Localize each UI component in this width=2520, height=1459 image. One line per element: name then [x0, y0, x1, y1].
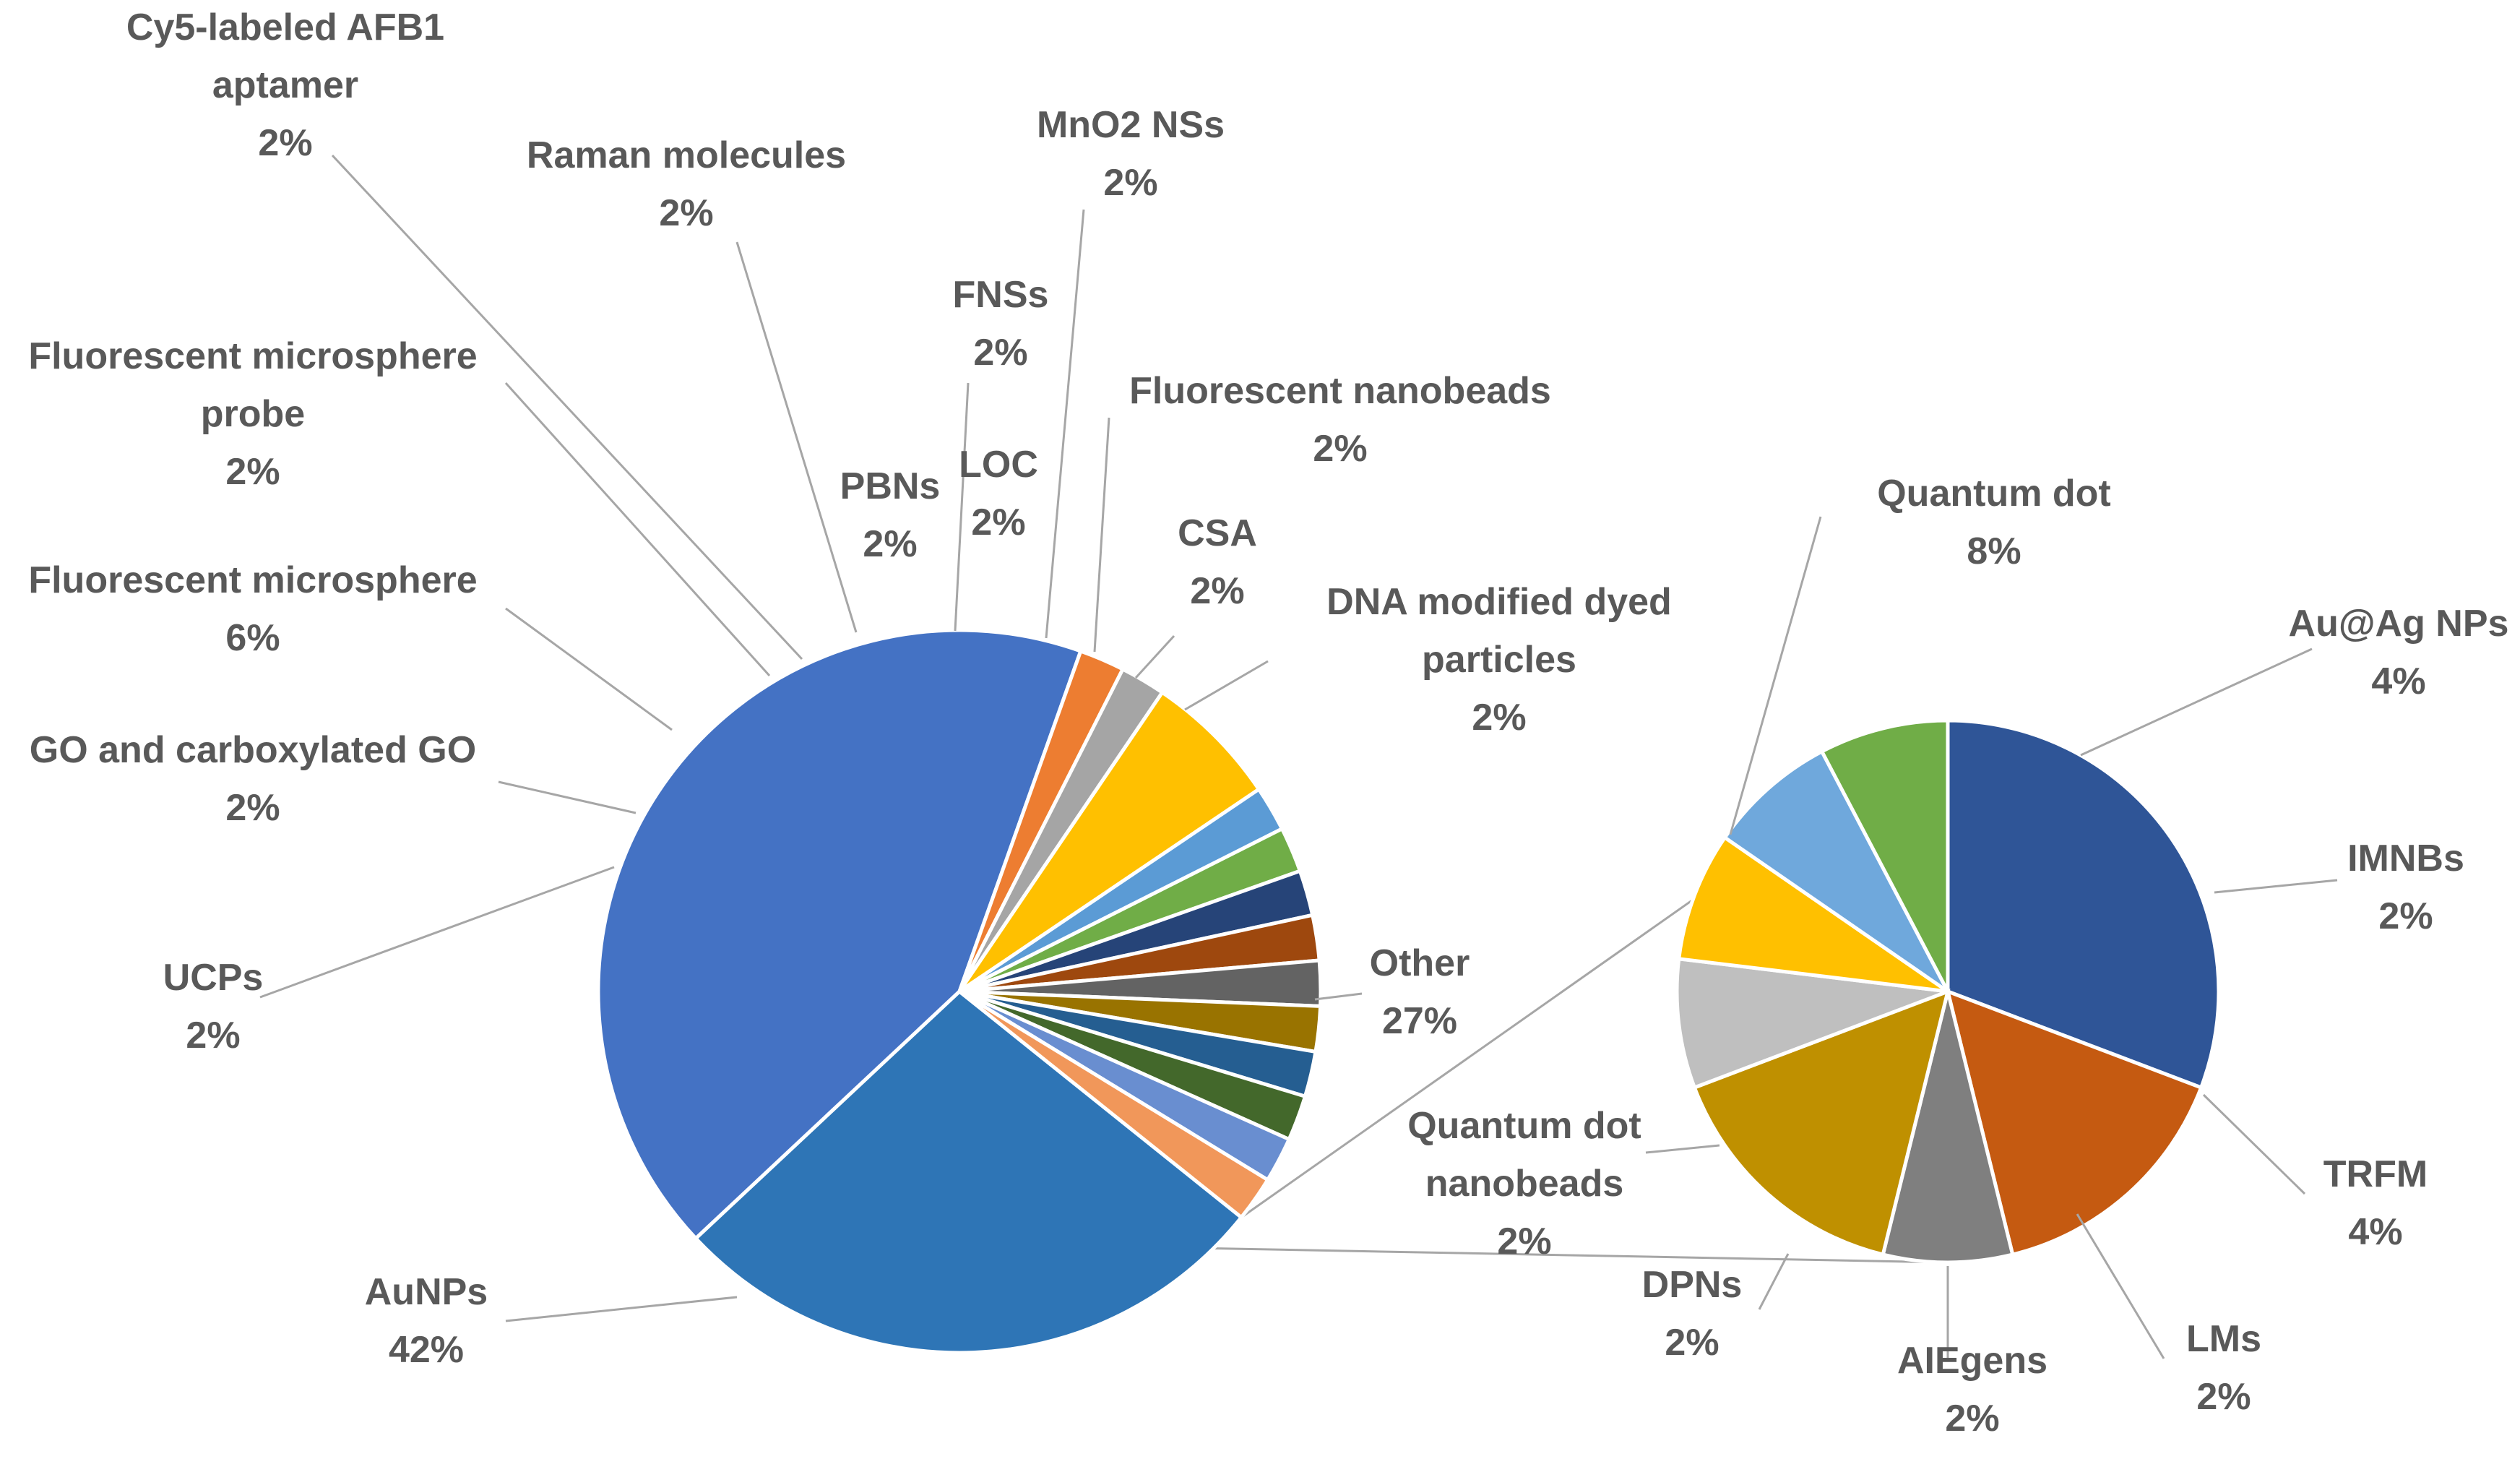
main-leader-fluorescent-nanobeads: [1093, 417, 1110, 653]
main-label-fluorescent-microsphere-probe: Fluorescent microsphere probe 2%: [28, 335, 477, 493]
secondary-leader-au-ag-nps: [2080, 647, 2313, 757]
secondary-leader-trfm: [2202, 1093, 2306, 1195]
secondary-slice-imnbs: [1881, 991, 2015, 1265]
main-label-dna-modified-dyed-particles: DNA modified dyed particles 2%: [1326, 581, 1672, 739]
secondary-label-lms: LMs 2%: [2186, 1318, 2261, 1418]
main-leader-fluorescent-microsphere-probe: [504, 382, 771, 677]
main-leader-mno2-nss: [1045, 209, 1085, 639]
secondary-leader-quantum-dot: [1729, 516, 1822, 835]
main-leader-cy5-labeled-afb1-aptamer: [331, 154, 803, 660]
secondary-label-au-ag-nps: Au@Ag NPs 4%: [2289, 603, 2509, 702]
main-leader-go-and-carboxylated-go: [498, 780, 637, 814]
main-leader-fluorescent-microsphere: [505, 607, 673, 731]
main-label-other: Other 27%: [1370, 942, 1470, 1042]
secondary-pie: [1675, 718, 2221, 1265]
main-leader-csa: [1134, 634, 1175, 679]
main-label-pbns: PBNs 2%: [840, 465, 941, 565]
secondary-leader-quantum-dot-nanobeads: [1645, 1144, 1720, 1154]
main-slice-dna-modified-dyed-particles: [958, 989, 1271, 1221]
secondary-slice-dpns: [1722, 749, 1950, 994]
secondary-label-quantum-dot: Quantum dot 8%: [1877, 473, 2111, 572]
secondary-slice-aiegens: [1676, 835, 1949, 994]
secondary-label-aiegens: AIEgens 2%: [1897, 1340, 2048, 1439]
secondary-slice-quantum-dot: [1946, 718, 2221, 1090]
main-label-go-and-carboxylated-go: GO and carboxylated GO 2%: [30, 729, 476, 829]
secondary-leader-imnbs: [2214, 879, 2338, 894]
data-labels: AuNPs 42% UCPs 2% GO and carboxylated GO 2% Fl…: [28, 7, 2508, 1439]
main-label-mno2-nss: MnO2 NSs 2%: [1037, 104, 1225, 204]
main-label-aunps: AuNPs 42%: [365, 1271, 488, 1371]
main-leader-aunps: [505, 1296, 738, 1322]
secondary-leader-dpns: [1758, 1253, 1790, 1310]
main-slice-fluorescent-microsphere: [957, 689, 1261, 994]
main-leader-ucps: [259, 866, 615, 999]
secondary-label-imnbs: IMNBs 2%: [2347, 838, 2464, 937]
main-label-ucps: UCPs 2%: [163, 957, 264, 1056]
secondary-slice-lms: [1675, 957, 1949, 1090]
main-pie: [596, 628, 1323, 1355]
main-label-csa: CSA 2%: [1178, 512, 1257, 612]
main-label-cy5-labeled-afb1-aptamer: Cy5-labeled AFB1 aptamer 2%: [126, 7, 444, 164]
leader-lines: [259, 154, 2338, 1359]
secondary-leader-lms: [2076, 1213, 2165, 1359]
secondary-label-quantum-dot-nanobeads: Quantum dot nanobeads 2%: [1407, 1105, 1641, 1262]
main-label-fluorescent-nanobeads: Fluorescent nanobeads 2%: [1129, 370, 1551, 470]
main-leader-raman-molecules: [735, 241, 858, 633]
main-leader-dna-modified-dyed-particles: [1184, 660, 1269, 711]
secondary-label-trfm: TRFM 4%: [2323, 1153, 2428, 1253]
secondary-slice-trfm: [1692, 988, 1951, 1257]
main-label-fnss: FNSs 2%: [953, 274, 1049, 374]
main-leader-other: [1314, 992, 1363, 1001]
main-label-loc: LOC 2%: [959, 444, 1038, 543]
main-label-fluorescent-microsphere: Fluorescent microsphere 6%: [28, 559, 477, 659]
main-leader-fnss: [954, 382, 970, 632]
secondary-slice-au-ag-nps: [1945, 988, 2204, 1257]
secondary-label-dpns: DPNs 2%: [1642, 1264, 1743, 1364]
secondary-slice-quantum-dot-nanobeads: [1819, 718, 1950, 993]
main-slice-other: [693, 989, 1244, 1355]
main-slice-aunps: [596, 628, 1083, 1241]
main-label-raman-molecules: Raman molecules 2%: [527, 134, 846, 234]
